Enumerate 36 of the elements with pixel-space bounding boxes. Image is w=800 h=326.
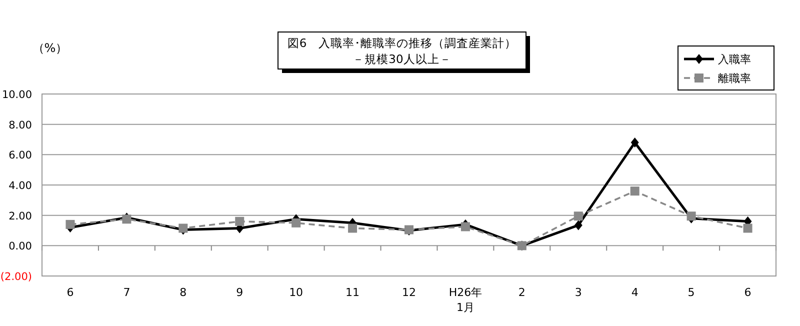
y-tick-label: 2.00 — [8, 210, 32, 222]
x-tick-label: 12 — [402, 286, 416, 299]
y-tick-label: 8.00 — [8, 119, 32, 132]
point — [348, 224, 358, 233]
point — [292, 218, 301, 228]
x-tick-label: 9 — [236, 286, 244, 299]
y-tick-label: 0.00 — [8, 240, 32, 253]
chart-subtitle: －規模30人以上－ — [352, 52, 452, 66]
point — [66, 220, 75, 229]
y-tick-label: 6.00 — [8, 150, 32, 162]
y-tick-label: 10.00 — [2, 89, 32, 101]
point — [743, 224, 752, 233]
x-tick-label: 4 — [631, 286, 638, 299]
x-tick-label: 5 — [688, 286, 695, 299]
x-tick-label: 8 — [180, 286, 187, 299]
chart-title: 図6 入職率･離職率の推移（調査産業計） — [287, 36, 517, 50]
point — [574, 220, 582, 230]
x-tick-label: 6 — [66, 286, 74, 299]
point — [630, 186, 640, 196]
point — [235, 216, 244, 226]
x-tick-label: 7 — [123, 286, 130, 299]
x-tick-label: 3 — [574, 286, 582, 299]
y-tick-label: (2.00) — [0, 271, 32, 283]
y-tick-label: 4.00 — [8, 180, 32, 192]
x-tick-label: 10 — [289, 286, 304, 299]
point — [460, 222, 470, 232]
x-tick-label: 2 — [518, 286, 526, 299]
x-tick-label: 11 — [346, 286, 360, 299]
legend-label: 入職率 — [718, 53, 751, 66]
legend-label: 離職率 — [718, 72, 751, 85]
x-tick-label: 6 — [744, 286, 752, 299]
point — [686, 212, 696, 221]
y-axis-title: （%） — [32, 41, 68, 55]
point — [630, 138, 639, 148]
x-tick-label: H26年 1月 — [448, 286, 482, 314]
point — [574, 212, 583, 221]
